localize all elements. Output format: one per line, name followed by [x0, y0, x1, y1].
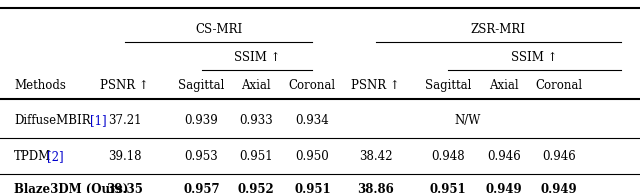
Text: 0.950: 0.950	[296, 150, 329, 163]
Text: Sagittal: Sagittal	[179, 79, 225, 92]
Text: 39.18: 39.18	[108, 150, 141, 163]
Text: Sagittal: Sagittal	[425, 79, 471, 92]
Text: 0.952: 0.952	[237, 183, 275, 193]
Text: Coronal: Coronal	[535, 79, 582, 92]
Text: N/W: N/W	[454, 114, 481, 127]
Text: TPDM: TPDM	[14, 150, 51, 163]
Text: CS-MRI: CS-MRI	[195, 23, 242, 36]
Text: DiffuseMBIR: DiffuseMBIR	[14, 114, 91, 127]
Text: 0.953: 0.953	[185, 150, 218, 163]
Text: TPDM: TPDM	[14, 150, 51, 163]
Text: 0.946: 0.946	[542, 150, 575, 163]
Text: SSIM ↑: SSIM ↑	[511, 51, 557, 64]
Text: 0.939: 0.939	[185, 114, 218, 127]
Text: [2]: [2]	[47, 150, 64, 163]
Text: 0.934: 0.934	[296, 114, 329, 127]
Text: 0.951: 0.951	[429, 183, 467, 193]
Text: 0.933: 0.933	[239, 114, 273, 127]
Text: PSNR ↑: PSNR ↑	[100, 79, 149, 92]
Text: Axial: Axial	[241, 79, 271, 92]
Text: 0.951: 0.951	[294, 183, 331, 193]
Text: 0.949: 0.949	[540, 183, 577, 193]
Text: Blaze3DM (Ours): Blaze3DM (Ours)	[14, 183, 129, 193]
Text: 38.42: 38.42	[359, 150, 392, 163]
Text: ZSR-MRI: ZSR-MRI	[471, 23, 525, 36]
Text: 0.951: 0.951	[239, 150, 273, 163]
Text: 0.949: 0.949	[485, 183, 522, 193]
Text: 0.946: 0.946	[487, 150, 520, 163]
Text: 39.35: 39.35	[106, 183, 143, 193]
Text: 0.957: 0.957	[183, 183, 220, 193]
Text: DiffuseMBIR: DiffuseMBIR	[14, 114, 91, 127]
Text: Coronal: Coronal	[289, 79, 336, 92]
Text: 37.21: 37.21	[108, 114, 141, 127]
Text: SSIM ↑: SSIM ↑	[234, 51, 280, 64]
Text: Axial: Axial	[489, 79, 518, 92]
Text: PSNR ↑: PSNR ↑	[351, 79, 400, 92]
Text: Methods: Methods	[14, 79, 66, 92]
Text: 0.948: 0.948	[431, 150, 465, 163]
Text: [1]: [1]	[90, 114, 106, 127]
Text: 38.86: 38.86	[357, 183, 394, 193]
